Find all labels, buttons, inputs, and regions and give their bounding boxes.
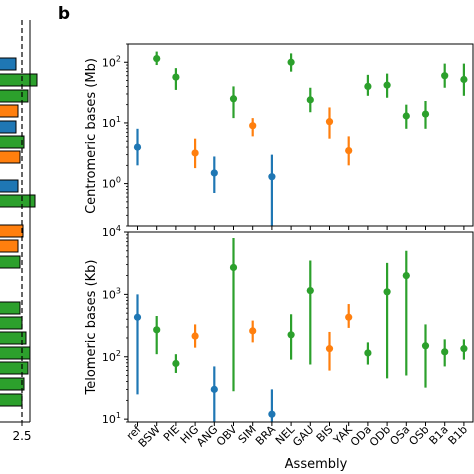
x-tick-label: BSW: [136, 423, 163, 450]
data-point: [287, 58, 295, 66]
telomeric-axes-frame: [127, 231, 474, 423]
data-point: [441, 72, 449, 80]
data-point: [229, 95, 238, 103]
data-point: [441, 348, 449, 356]
data-point: [460, 345, 468, 353]
left-panel-bar: [0, 224, 24, 238]
x-tick-label: SIM: [236, 423, 259, 446]
x-tick-label: PIE: [161, 423, 182, 444]
left-panel-bar: [0, 150, 21, 164]
left-panel-bars: [0, 57, 38, 407]
left-panel-bar: [0, 120, 17, 134]
telomeric-panel: 101 102 103 104 refBSWPIEHIGANGOBVSIMBRANEL…: [84, 224, 474, 472]
data-point: [402, 112, 410, 120]
data-point: [325, 118, 334, 126]
data-point: [287, 331, 295, 339]
data-point: [133, 313, 142, 321]
telomeric-y-label: Telomeric bases (Kb): [84, 259, 99, 395]
x-tick-label: B1b: [446, 423, 470, 447]
centromeric-axes-frame: [127, 43, 474, 227]
left-panel: 2.5: [0, 20, 38, 443]
panel-label: b: [58, 4, 70, 24]
left-panel-bar: [0, 377, 25, 391]
centromeric-points: [133, 51, 468, 226]
left-panel-bar: [0, 239, 19, 253]
data-point: [249, 122, 257, 130]
data-point: [172, 359, 180, 368]
data-point: [460, 75, 468, 84]
data-point: [210, 169, 218, 177]
data-point: [268, 173, 276, 181]
left-panel-bar: [0, 316, 23, 330]
left-panel-bar: [0, 104, 19, 118]
data-point: [383, 81, 391, 89]
x-tick-label: GAU: [290, 423, 316, 449]
data-point: [364, 82, 372, 91]
y-tick-label: 101: [102, 115, 121, 130]
telomeric-y-ticks: 101 102 103 104: [102, 224, 128, 426]
data-point: [421, 110, 430, 118]
data-point: [421, 342, 430, 350]
data-point: [210, 385, 218, 393]
left-panel-bar: [0, 179, 19, 193]
left-panel-bar: [0, 346, 31, 360]
left-panel-bar: [0, 301, 21, 315]
centromeric-panel: 100 101 102 Centromeric bases (Mb): [84, 43, 474, 230]
data-point: [402, 272, 410, 280]
data-point: [249, 327, 257, 335]
centromeric-y-ticks: 100 101 102: [102, 43, 128, 227]
data-point: [306, 96, 314, 104]
centromeric-x-ticks: [137, 226, 465, 230]
data-point: [153, 54, 161, 63]
x-tick-label: BIS: [314, 423, 336, 445]
y-tick-label: 103: [102, 286, 121, 301]
data-point: [191, 332, 199, 340]
x-tick-label: B1a: [427, 423, 451, 447]
data-point: [133, 143, 142, 151]
left-panel-bar: [0, 135, 25, 149]
data-point: [325, 345, 334, 353]
centromeric-y-label: Centromeric bases (Mb): [84, 58, 99, 214]
y-tick-label: 102: [102, 349, 121, 364]
data-point: [345, 313, 353, 321]
data-point: [364, 349, 372, 357]
left-panel-bar: [0, 393, 23, 407]
data-point: [345, 146, 353, 155]
data-point: [383, 288, 391, 296]
telomeric-x-ticks: refBSWPIEHIGANGOBVSIMBRANELGAUBISYAKODaO…: [124, 422, 470, 450]
data-point: [153, 326, 161, 334]
data-point: [172, 73, 180, 81]
left-panel-bar: [0, 73, 38, 87]
y-tick-label: 102: [102, 54, 121, 69]
data-point: [191, 149, 199, 157]
left-panel-bar: [0, 194, 36, 208]
y-tick-label: 101: [102, 411, 121, 426]
data-point: [306, 286, 314, 295]
left-panel-bar: [0, 57, 17, 71]
left-panel-bar: [0, 331, 27, 345]
left-panel-bar: [0, 89, 29, 103]
y-tick-label: 104: [102, 224, 121, 239]
left-panel-tick-label: 2.5: [12, 429, 31, 443]
left-panel-bar: [0, 361, 29, 375]
telomeric-points: [133, 238, 468, 422]
y-tick-label: 100: [102, 176, 121, 191]
x-axis-label: Assembly: [285, 457, 348, 472]
data-point: [268, 410, 276, 418]
data-point: [229, 263, 238, 272]
left-panel-bar: [0, 255, 21, 269]
